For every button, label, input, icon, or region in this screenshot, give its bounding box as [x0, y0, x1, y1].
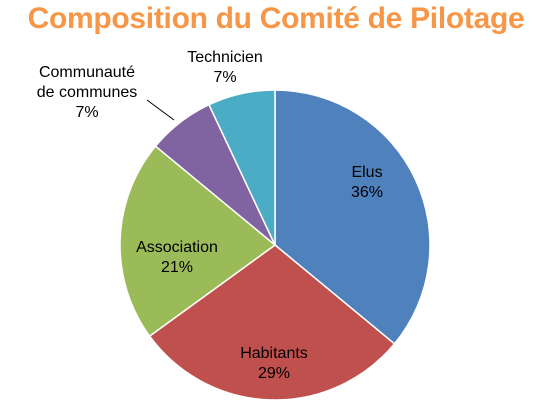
- slice-name-label-association: Association: [136, 239, 218, 256]
- slice-labels: Elus 36% Habitants 29% Association 21% Communa…: [37, 49, 383, 382]
- slice-name-label-elus: Elus: [351, 164, 382, 181]
- slice-name-label-communaute-de-communes: de communes: [37, 84, 138, 101]
- leader-line: [146, 99, 175, 121]
- pie-slice-habitants: [148, 244, 396, 401]
- pie-slice-technicien: [208, 89, 276, 246]
- pie-slice-association: [119, 145, 277, 338]
- slice-name-label-technicien: Technicien: [187, 49, 263, 66]
- slice-name-label-habitants: Habitants: [240, 345, 308, 362]
- pie-slices: [119, 89, 431, 401]
- slice-value-label-habitants: 29%: [258, 365, 290, 382]
- slice-value-label-association: 21%: [161, 259, 193, 276]
- slice-value-label-technicien: 7%: [213, 69, 236, 86]
- slice-value-label-elus: 36%: [351, 184, 383, 201]
- chart-title: Composition du Comité de Pilotage: [27, 2, 525, 35]
- slice-name-label-communaute-de-communes: Communauté: [39, 64, 135, 81]
- slice-value-label-communaute-de-communes: 7%: [75, 104, 98, 121]
- pie-slice-elus: [274, 89, 431, 345]
